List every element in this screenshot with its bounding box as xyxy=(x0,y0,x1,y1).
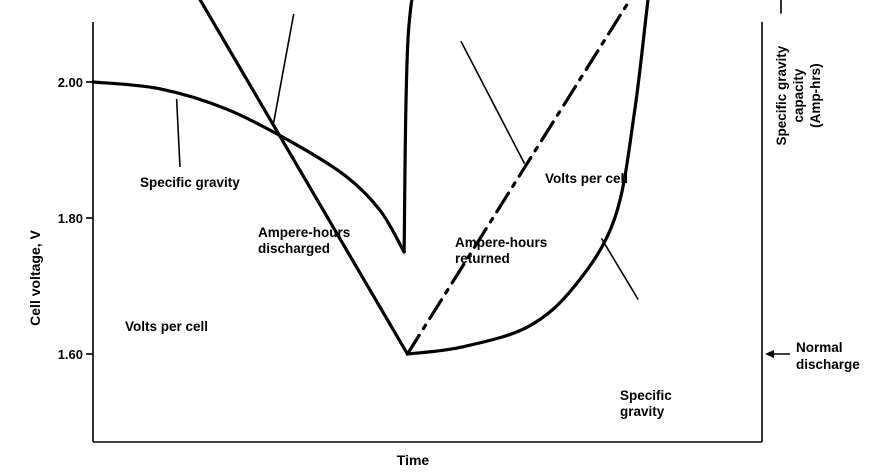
annotation-label: Volts per cell xyxy=(125,319,208,334)
annotation-label-line: gravity xyxy=(620,404,665,419)
annotation-leader xyxy=(460,40,526,164)
right-axis-label-line: (Amp-hrs) xyxy=(808,63,823,128)
annotation-label-line: Volts per cell xyxy=(545,171,628,186)
right-marker-label-line: discharge xyxy=(796,357,860,372)
annotation-label-line: returned xyxy=(455,251,510,266)
annotation-label-line: Ampere-hours xyxy=(455,235,547,250)
annotation-label-line: Specific gravity xyxy=(140,175,240,190)
chart-axes: 1.601.802.002.202.402.602.80DischargeCha… xyxy=(58,0,860,443)
right-axis-label-line: capacity xyxy=(791,68,806,123)
annotation-leader xyxy=(175,98,181,168)
annotation-label: Specific gravity xyxy=(140,175,240,190)
series-specific-gravity-discharge xyxy=(198,0,410,356)
right-marker-label-line: Normal xyxy=(796,340,843,355)
annotation-label-line: discharged xyxy=(258,241,330,256)
right-marker-arrowhead xyxy=(765,350,774,358)
annotation-leader xyxy=(600,237,639,301)
right-marker-label: Normal discharge xyxy=(796,340,860,372)
right-axis-label-line: Specific gravity xyxy=(774,45,789,145)
annotation-leader xyxy=(272,13,295,123)
right-axis-label-group: Specific gravity capacity (Amp-hrs) xyxy=(774,45,823,145)
series-volts-per-cell-charge xyxy=(402,0,414,254)
annotation-label: Ampere-hours returned xyxy=(455,235,547,266)
annotation-label-line: Specific xyxy=(620,388,672,403)
series-specific-gravity-charge xyxy=(405,0,650,356)
annotation-label: Specific gravity xyxy=(620,388,672,419)
x-axis-label: Time xyxy=(397,452,430,468)
annotation-label: Volts per cell xyxy=(545,171,628,186)
y-axis-label: Cell voltage, V xyxy=(27,229,43,325)
y-tick-label: 1.80 xyxy=(58,211,83,226)
series-layer xyxy=(91,0,650,356)
series-volts-per-cell-discharge xyxy=(91,80,406,254)
annotation-label: Ampere-hours discharged xyxy=(258,225,350,256)
y-tick-label: 2.00 xyxy=(58,75,83,90)
annotation-label-line: Ampere-hours xyxy=(258,225,350,240)
annotation-label-line: Volts per cell xyxy=(125,319,208,334)
y-tick-label: 1.60 xyxy=(58,347,83,362)
